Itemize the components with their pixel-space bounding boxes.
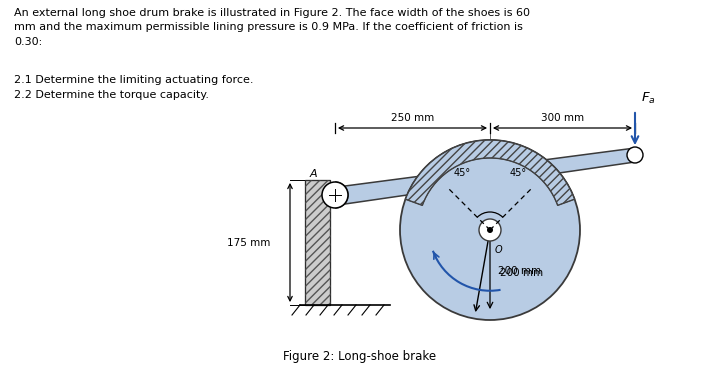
Text: 300 mm: 300 mm	[541, 113, 584, 123]
Bar	[305, 180, 330, 305]
Circle shape	[322, 182, 348, 208]
Text: An external long shoe drum brake is illustrated in Figure 2. The face width of t: An external long shoe drum brake is illu…	[14, 8, 530, 47]
Circle shape	[627, 147, 643, 163]
Text: O: O	[495, 245, 503, 255]
Text: 2.1 Determine the limiting actuating force.: 2.1 Determine the limiting actuating for…	[14, 75, 253, 85]
Bar	[305, 180, 330, 305]
Wedge shape	[405, 140, 575, 205]
Polygon shape	[345, 148, 635, 204]
Text: 175 mm: 175 mm	[227, 238, 270, 248]
Text: Figure 2: Long-shoe brake: Figure 2: Long-shoe brake	[284, 350, 436, 363]
Circle shape	[479, 219, 501, 241]
Text: A: A	[310, 169, 317, 179]
Text: $F_a$: $F_a$	[641, 91, 656, 106]
Text: 45°: 45°	[510, 168, 526, 178]
Circle shape	[400, 140, 580, 320]
Text: 200 mm: 200 mm	[500, 268, 543, 277]
Text: 200 mm: 200 mm	[498, 266, 541, 276]
Text: 45°: 45°	[454, 168, 471, 178]
Text: 250 mm: 250 mm	[391, 113, 434, 123]
Circle shape	[487, 227, 493, 233]
Text: 2.2 Determine the torque capacity.: 2.2 Determine the torque capacity.	[14, 90, 209, 100]
